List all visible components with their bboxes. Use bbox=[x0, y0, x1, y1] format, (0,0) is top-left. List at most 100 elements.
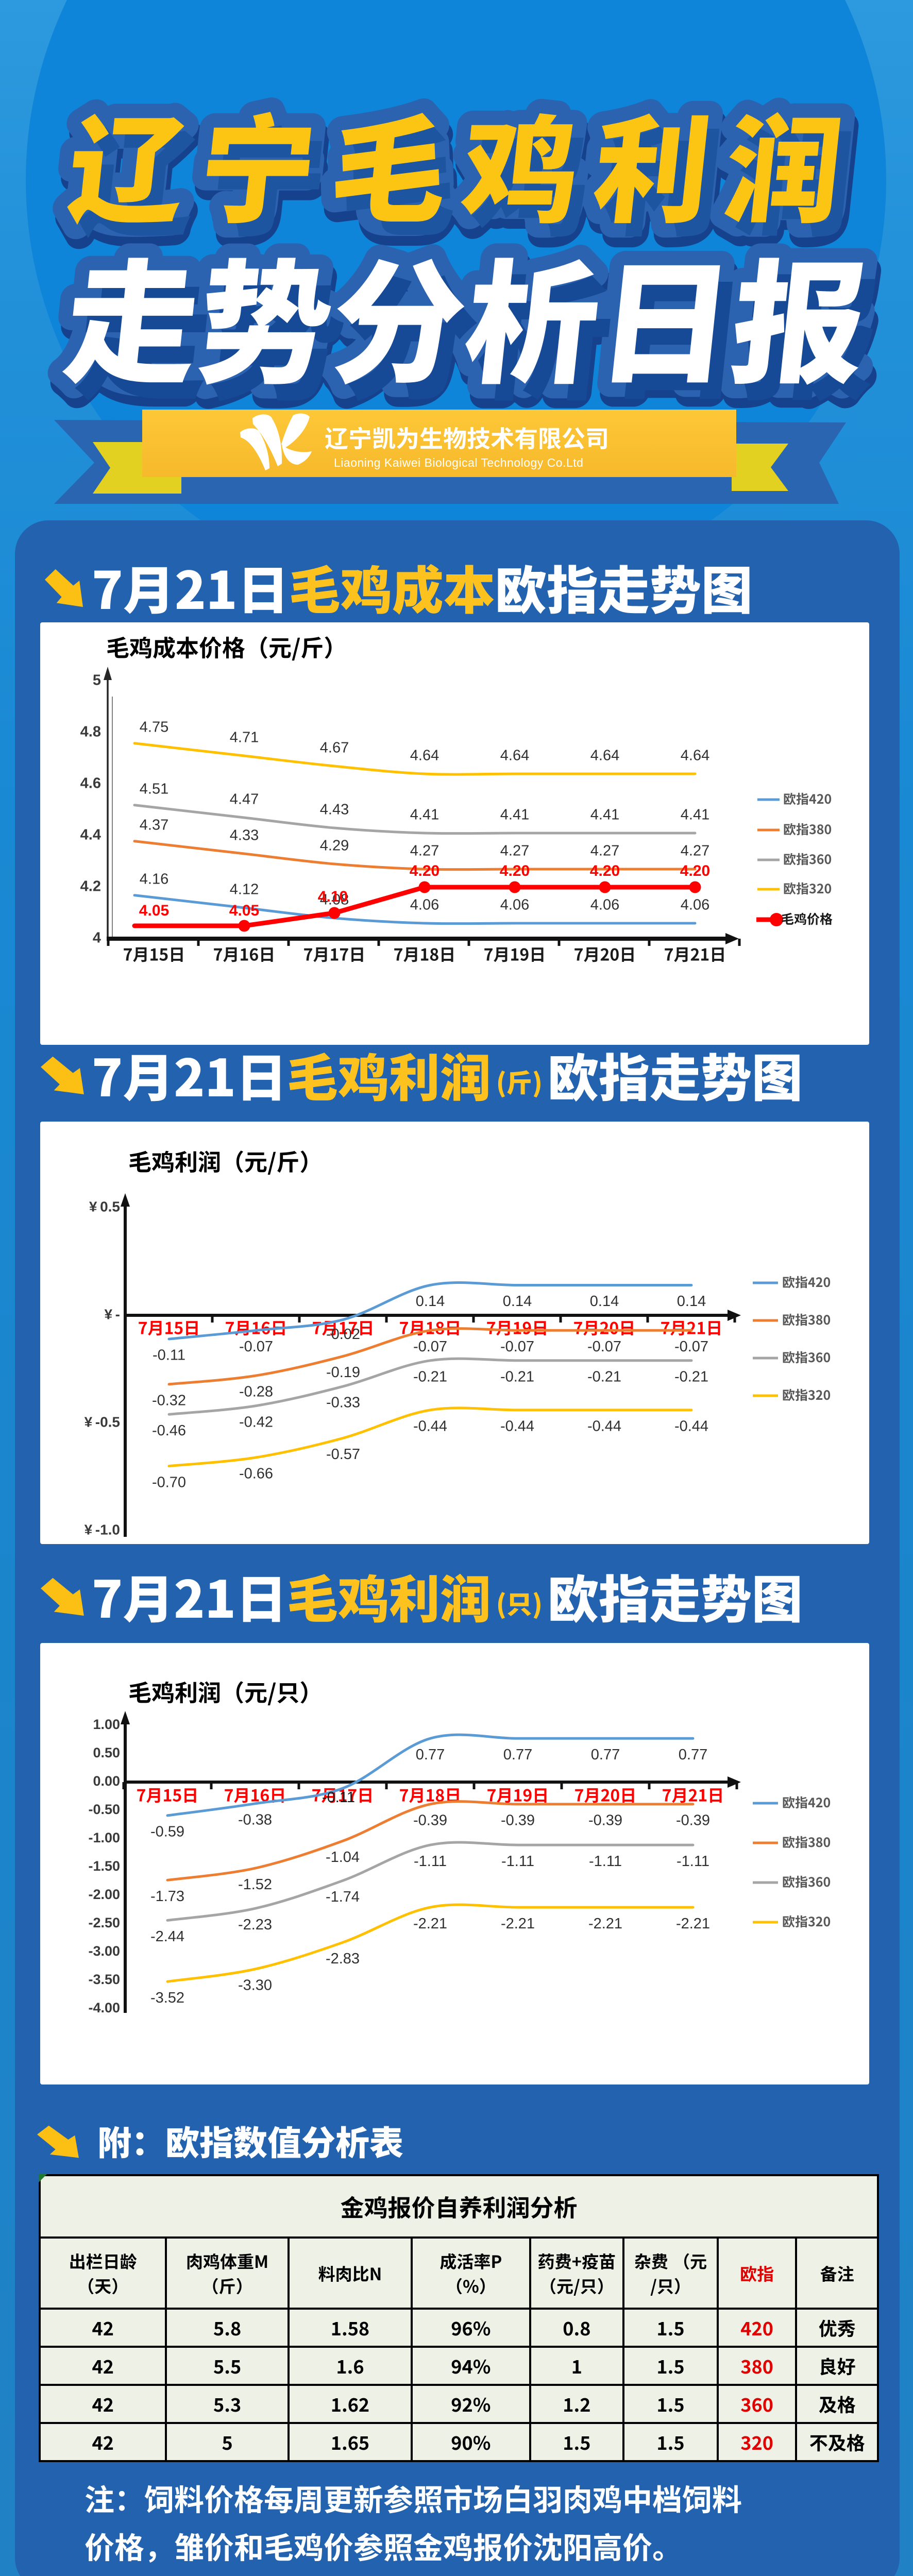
svg-text:4.64: 4.64 bbox=[590, 748, 619, 764]
svg-text:-0.07: -0.07 bbox=[239, 1338, 273, 1355]
svg-text:欧指420: 欧指420 bbox=[782, 1273, 831, 1291]
svg-text:-2.44: -2.44 bbox=[150, 1928, 184, 1945]
svg-text:-0.32: -0.32 bbox=[152, 1392, 186, 1409]
svg-text:辽宁毛鸡利润: 辽宁毛鸡利润 bbox=[61, 78, 867, 246]
svg-text:7月17日: 7月17日 bbox=[303, 942, 366, 966]
svg-text:4.43: 4.43 bbox=[320, 802, 349, 818]
svg-text:0.14: 0.14 bbox=[416, 1293, 445, 1310]
svg-text:4.64: 4.64 bbox=[681, 748, 709, 764]
svg-text:4.27: 4.27 bbox=[681, 843, 709, 859]
svg-text:-0.44: -0.44 bbox=[674, 1418, 708, 1435]
svg-text:4.41: 4.41 bbox=[590, 807, 619, 823]
svg-text:7月15日: 7月15日 bbox=[138, 1316, 200, 1340]
svg-text:¥ -1.0: ¥ -1.0 bbox=[84, 1521, 120, 1537]
svg-text:-0.02: -0.02 bbox=[326, 1326, 360, 1343]
svg-text:-0.39: -0.39 bbox=[501, 1812, 535, 1829]
svg-text:7月21日: 7月21日 bbox=[661, 1316, 723, 1340]
svg-text:4.64: 4.64 bbox=[500, 748, 529, 764]
svg-text:-0.38: -0.38 bbox=[238, 1811, 272, 1828]
svg-text:0.00: 0.00 bbox=[93, 1773, 120, 1789]
svg-text:-0.39: -0.39 bbox=[413, 1812, 447, 1829]
svg-text:4.27: 4.27 bbox=[410, 843, 439, 859]
svg-text:-2.21: -2.21 bbox=[676, 1916, 710, 1932]
svg-text:4.6: 4.6 bbox=[80, 775, 101, 792]
svg-text:辽宁毛鸡利润: 辽宁毛鸡利润 bbox=[72, 91, 877, 259]
svg-text:欧指320: 欧指320 bbox=[782, 1385, 831, 1404]
svg-text:-1.52: -1.52 bbox=[238, 1876, 272, 1893]
svg-text:-0.21: -0.21 bbox=[587, 1368, 621, 1385]
svg-text:7月18日: 7月18日 bbox=[394, 942, 456, 966]
svg-text:4.2: 4.2 bbox=[80, 878, 101, 895]
svg-text:-2.21: -2.21 bbox=[588, 1916, 622, 1932]
svg-text:7月15日: 7月15日 bbox=[123, 942, 185, 966]
svg-text:-0.44: -0.44 bbox=[587, 1418, 621, 1435]
svg-text:5: 5 bbox=[93, 672, 101, 689]
svg-text:7月21日: 7月21日 bbox=[664, 942, 726, 966]
svg-text:-2.50: -2.50 bbox=[88, 1915, 120, 1930]
svg-text:4.4: 4.4 bbox=[80, 827, 101, 843]
svg-text:辽宁毛鸡利润: 辽宁毛鸡利润 bbox=[64, 87, 870, 255]
svg-text:1.00: 1.00 bbox=[93, 1717, 120, 1732]
svg-text:-2.21: -2.21 bbox=[413, 1916, 447, 1932]
svg-text:-3.50: -3.50 bbox=[88, 1972, 120, 1987]
svg-text:-3.52: -3.52 bbox=[150, 1990, 184, 2006]
svg-text:0.77: 0.77 bbox=[503, 1747, 532, 1763]
svg-text:7月20日: 7月20日 bbox=[573, 1316, 636, 1340]
svg-text:-0.66: -0.66 bbox=[239, 1466, 273, 1482]
svg-text:-4.00: -4.00 bbox=[88, 2000, 120, 2015]
svg-text:-1.11: -1.11 bbox=[677, 1853, 709, 1870]
svg-text:-2.00: -2.00 bbox=[88, 1887, 120, 1902]
svg-text:-0.39: -0.39 bbox=[676, 1812, 710, 1829]
svg-text:4.47: 4.47 bbox=[230, 791, 259, 808]
svg-text:毛鸡成本价格（元/斤）: 毛鸡成本价格（元/斤） bbox=[106, 630, 347, 663]
svg-text:走势分析日报: 走势分析日报 bbox=[56, 217, 877, 410]
svg-text:0.14: 0.14 bbox=[590, 1293, 619, 1310]
svg-text:4.8: 4.8 bbox=[80, 724, 101, 740]
svg-text:4.41: 4.41 bbox=[681, 807, 709, 823]
svg-text:欧指360: 欧指360 bbox=[783, 850, 832, 868]
svg-text:毛鸡价格: 毛鸡价格 bbox=[781, 909, 833, 928]
svg-text:欧指380: 欧指380 bbox=[783, 820, 832, 838]
svg-text:-2.21: -2.21 bbox=[501, 1916, 535, 1932]
svg-text:7月19日: 7月19日 bbox=[484, 942, 546, 966]
svg-text:-1.50: -1.50 bbox=[88, 1858, 120, 1874]
svg-text:-0.44: -0.44 bbox=[500, 1418, 534, 1435]
svg-text:欧指420: 欧指420 bbox=[782, 1793, 831, 1811]
svg-text:毛鸡利润（元/只）: 毛鸡利润（元/只） bbox=[128, 1674, 323, 1708]
svg-text:4.29: 4.29 bbox=[320, 838, 349, 854]
svg-text:7月20日: 7月20日 bbox=[574, 1783, 637, 1807]
svg-text:4.08: 4.08 bbox=[320, 892, 349, 908]
svg-text:4.06: 4.06 bbox=[681, 897, 709, 913]
svg-text:-0.42: -0.42 bbox=[239, 1414, 273, 1430]
svg-text:-2.83: -2.83 bbox=[326, 1951, 360, 1967]
svg-text:4.16: 4.16 bbox=[140, 871, 168, 888]
svg-text:4.06: 4.06 bbox=[410, 897, 439, 913]
svg-text:-0.21: -0.21 bbox=[413, 1368, 447, 1385]
svg-text:走势分析日报: 走势分析日报 bbox=[59, 227, 880, 419]
svg-text:4.06: 4.06 bbox=[500, 897, 529, 913]
svg-text:4.71: 4.71 bbox=[230, 730, 259, 746]
svg-text:0.50: 0.50 bbox=[93, 1745, 120, 1760]
svg-text:7月21日: 7月21日 bbox=[662, 1783, 724, 1807]
svg-text:7月20日: 7月20日 bbox=[574, 942, 636, 966]
svg-text:-1.04: -1.04 bbox=[326, 1849, 360, 1866]
svg-text:欧指360: 欧指360 bbox=[782, 1872, 831, 1891]
svg-text:4.05: 4.05 bbox=[139, 902, 169, 919]
svg-text:4.33: 4.33 bbox=[230, 827, 259, 844]
svg-text:-0.28: -0.28 bbox=[239, 1384, 273, 1400]
svg-text:4.20: 4.20 bbox=[410, 862, 439, 879]
svg-text:-1.73: -1.73 bbox=[150, 1888, 184, 1905]
svg-text:走势分析日报: 走势分析日报 bbox=[56, 217, 877, 410]
svg-text:辽宁凯为生物技术有限公司: 辽宁凯为生物技术有限公司 bbox=[325, 420, 609, 454]
svg-text:毛鸡利润（元/斤）: 毛鸡利润（元/斤） bbox=[128, 1144, 323, 1177]
svg-text:0.14: 0.14 bbox=[503, 1293, 532, 1310]
svg-text:-0.59: -0.59 bbox=[150, 1824, 184, 1840]
svg-text:欧指380: 欧指380 bbox=[782, 1833, 831, 1851]
svg-text:¥ -: ¥ - bbox=[104, 1306, 120, 1322]
svg-text:-1.74: -1.74 bbox=[326, 1889, 360, 1905]
svg-text:-0.21: -0.21 bbox=[500, 1368, 534, 1385]
svg-text:-1.00: -1.00 bbox=[88, 1830, 120, 1845]
svg-text:-0.33: -0.33 bbox=[326, 1395, 360, 1411]
svg-text:欧指360: 欧指360 bbox=[782, 1348, 831, 1366]
svg-text:欧指420: 欧指420 bbox=[783, 789, 832, 808]
